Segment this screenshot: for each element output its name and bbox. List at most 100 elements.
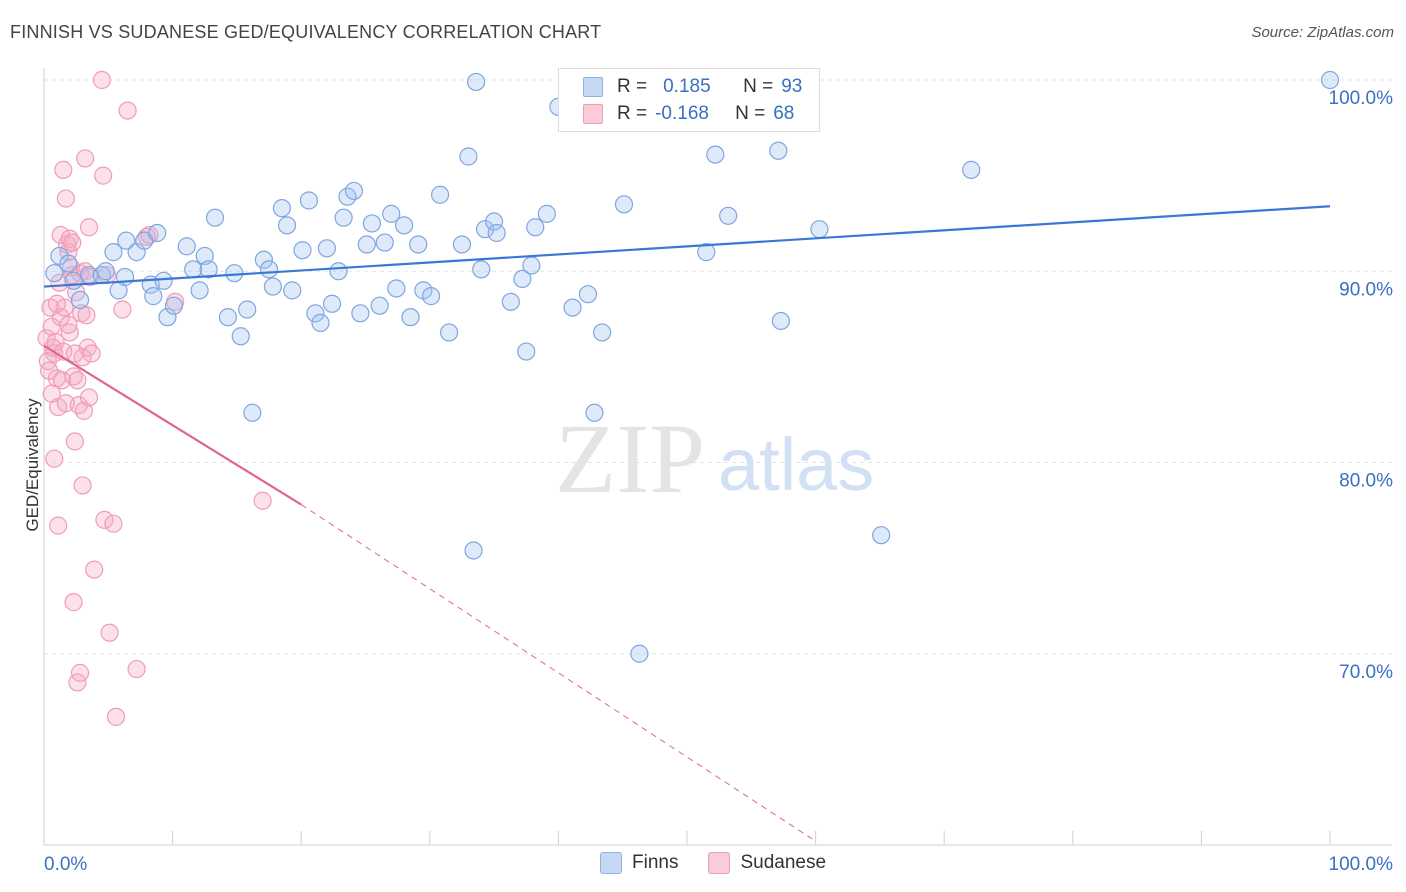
watermark-atlas: atlas <box>718 423 874 506</box>
finns-point <box>563 298 582 317</box>
sudanese-point <box>54 160 73 179</box>
finns-point <box>299 191 319 210</box>
watermark: ZIP atlas <box>555 403 874 514</box>
finns-point <box>630 644 649 663</box>
finns-point <box>614 195 634 214</box>
finns-point <box>382 204 401 223</box>
sudanese-point <box>63 233 82 252</box>
axes <box>43 68 1392 846</box>
legend-row-finns: R = 0.185 N = 93 <box>583 74 802 100</box>
finns-point <box>243 403 262 422</box>
grid <box>44 79 1392 655</box>
finns-point <box>334 208 353 227</box>
finns-point <box>351 304 370 323</box>
sudanese-point <box>69 396 88 415</box>
finns-points <box>45 70 1340 663</box>
finns-point <box>306 304 325 323</box>
sudanese-point <box>49 516 68 535</box>
r-label: R = <box>617 103 648 124</box>
finns-legend-label: Finns <box>632 852 679 873</box>
n-value: 68 <box>773 103 795 124</box>
finns-point <box>104 243 123 262</box>
sudanese-point <box>73 476 92 495</box>
finns-point <box>362 214 382 233</box>
finns-legend-swatch <box>600 852 622 874</box>
finns-point <box>117 231 136 250</box>
trend-lines <box>43 205 1331 842</box>
sudanese-point <box>74 401 93 420</box>
y-tick-label: 70.0% <box>1339 662 1393 683</box>
finns-point <box>466 72 486 92</box>
sudanese-point <box>77 306 96 325</box>
sudanese-point <box>51 308 70 327</box>
sudanese-point <box>56 189 75 208</box>
finns-point <box>439 323 459 342</box>
sudanese-point <box>65 432 84 451</box>
finns-point <box>317 239 337 258</box>
finns-point <box>394 216 414 235</box>
finns-point <box>357 235 376 254</box>
finns-point <box>283 281 302 300</box>
sudanese-point <box>46 332 65 352</box>
sudanese-point <box>79 388 99 407</box>
sudanese-point <box>42 384 61 403</box>
finns-point <box>158 308 177 327</box>
finns-point <box>218 308 237 327</box>
finns-point <box>585 403 604 422</box>
finns-point <box>537 204 556 223</box>
finns-point <box>401 308 420 327</box>
sudanese-point <box>76 149 95 168</box>
finns-point <box>370 296 389 315</box>
finns-point <box>501 292 520 311</box>
finns-swatch <box>583 77 603 97</box>
finns-point <box>487 223 506 243</box>
finns-point <box>872 526 891 545</box>
finns-point <box>311 313 330 332</box>
legend-row-sudanese: R = -0.168 N = 68 <box>583 101 794 127</box>
sudanese-point <box>79 218 99 237</box>
sudanese-point <box>47 294 66 313</box>
sudanese-point <box>95 510 114 529</box>
finns-point <box>329 262 348 281</box>
finns-point <box>59 254 78 273</box>
finns-point <box>769 141 788 160</box>
n-label: N = <box>735 103 766 124</box>
x-tick-label: 100.0% <box>1329 854 1394 875</box>
finns-point <box>472 260 491 279</box>
finns-point <box>45 264 64 283</box>
sudanese-point <box>113 300 132 319</box>
sudanese-legend-swatch <box>708 852 731 874</box>
finns-point <box>154 271 173 290</box>
finns-point <box>177 237 196 256</box>
legend-item-sudanese[interactable]: Sudanese <box>708 852 826 874</box>
finns-point <box>421 287 441 306</box>
sudanese-point <box>60 323 79 342</box>
finns-point <box>526 218 545 237</box>
finns-point <box>430 185 450 204</box>
chart-title: FINNISH VS SUDANESE GED/EQUIVALENCY CORR… <box>10 22 602 42</box>
finns-point <box>190 281 209 300</box>
sudanese-trend-extension <box>300 504 816 842</box>
finns-point <box>522 256 541 275</box>
sudanese-trend-line <box>43 344 302 506</box>
finns-point <box>277 216 297 235</box>
sudanese-point <box>100 623 119 642</box>
sudanese-point <box>253 491 272 510</box>
finns-point <box>719 206 738 225</box>
source-label: Source: ZipAtlas.com <box>1251 24 1394 41</box>
sudanese-point <box>118 101 137 120</box>
finns-point <box>513 269 532 288</box>
sudanese-point <box>82 344 101 363</box>
finns-point <box>148 223 167 243</box>
finns-point <box>70 290 90 310</box>
finns-point <box>697 243 716 262</box>
finns-point <box>238 300 257 319</box>
watermark-zip: ZIP <box>555 403 705 514</box>
r-label: R = <box>617 76 648 97</box>
sudanese-point <box>92 70 111 90</box>
finns-point <box>1320 70 1340 90</box>
y-tick-label: 80.0% <box>1339 471 1393 492</box>
legend-item-finns[interactable]: Finns <box>600 852 678 874</box>
finns-point <box>578 285 598 304</box>
y-tick-label: 90.0% <box>1339 279 1393 300</box>
